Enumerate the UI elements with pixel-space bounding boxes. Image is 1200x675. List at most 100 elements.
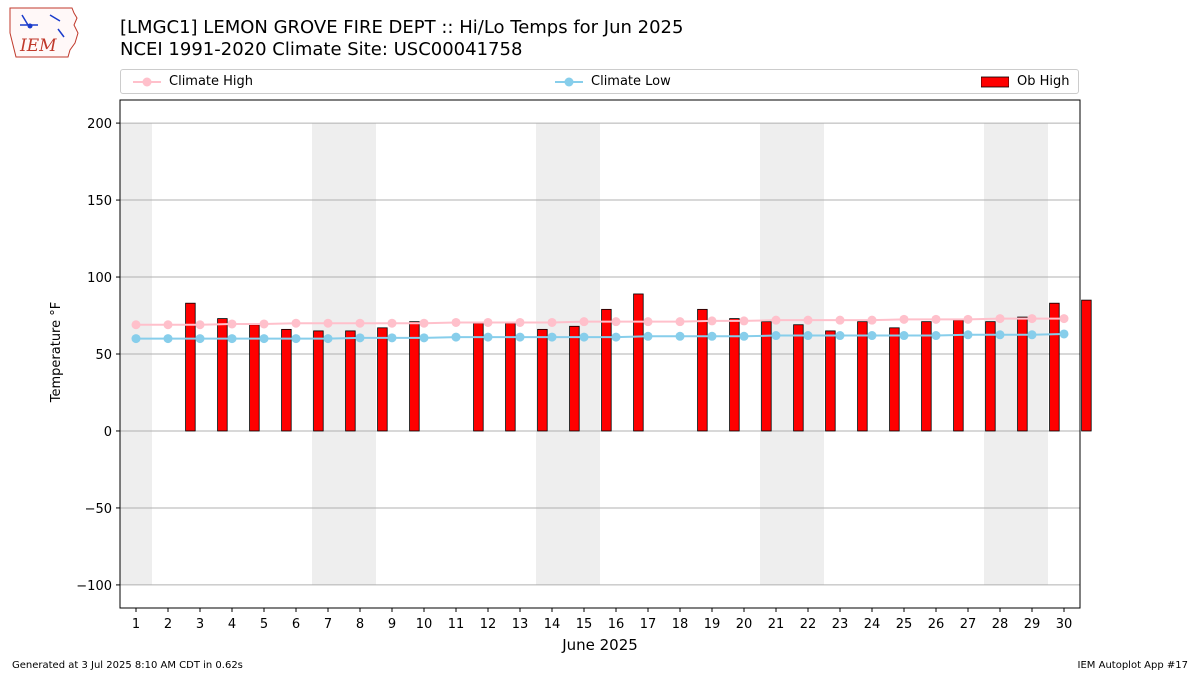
ob-high-bar — [761, 321, 772, 432]
climate-high-point — [515, 317, 525, 327]
climate-low-point — [1027, 330, 1037, 340]
climate-low-point — [515, 332, 525, 342]
legend-bar-swatch — [981, 76, 1009, 87]
ob-high-bar — [281, 328, 292, 432]
climate-low-point — [771, 331, 781, 341]
climate-low-point — [387, 333, 397, 343]
x-tick-label: 9 — [388, 617, 396, 632]
x-tick-label: 22 — [800, 617, 817, 632]
climate-high-point — [707, 316, 717, 326]
climate-low-point — [611, 332, 621, 342]
x-tick-label: 29 — [1024, 617, 1041, 632]
ob-high-bar — [729, 318, 740, 432]
climate-high-point — [227, 319, 237, 329]
legend-label-climate-low: Climate Low — [591, 74, 671, 89]
climate-low-point — [259, 334, 269, 344]
climate-high-point — [611, 317, 621, 327]
climate-high-point — [995, 314, 1005, 324]
legend-line-swatch-high — [133, 77, 161, 86]
climate-high-point — [291, 318, 301, 328]
x-tick-label: 28 — [992, 617, 1009, 632]
ob-high-bar — [857, 321, 868, 432]
x-tick-label: 7 — [324, 617, 332, 632]
ob-high-bar — [825, 330, 836, 432]
climate-high-point — [131, 320, 141, 330]
climate-low-point — [739, 331, 749, 341]
y-axis-label: Temperature °F — [49, 302, 64, 403]
ob-high-bar — [697, 308, 708, 432]
climate-high-point — [451, 317, 461, 327]
climate-low-point — [675, 331, 685, 341]
climate-low-point — [483, 332, 493, 342]
climate-low-point — [355, 333, 365, 343]
x-tick-label: 21 — [768, 617, 785, 632]
climate-high-point — [259, 319, 269, 329]
chart-title-block: [LMGC1] LEMON GROVE FIRE DEPT :: Hi/Lo T… — [120, 17, 683, 61]
x-tick-label: 6 — [292, 617, 300, 632]
climate-low-point — [835, 331, 845, 341]
climate-high-point — [387, 318, 397, 328]
climate-low-point — [643, 331, 653, 341]
climate-low-point — [131, 334, 141, 344]
climate-low-point — [419, 333, 429, 343]
climate-low-point — [995, 330, 1005, 340]
x-tick-label: 8 — [356, 617, 364, 632]
ob-high-bar — [185, 302, 196, 432]
x-tick-label: 16 — [608, 617, 625, 632]
climate-high-point — [899, 314, 909, 324]
ob-high-bar — [889, 327, 900, 432]
x-tick-label: 24 — [864, 617, 881, 632]
x-tick-label: 20 — [736, 617, 753, 632]
x-tick-label: 12 — [480, 617, 497, 632]
x-tick-label: 17 — [640, 617, 657, 632]
x-tick-label: 23 — [832, 617, 849, 632]
logo-text: IEM — [19, 36, 57, 56]
y-tick-label: 200 — [87, 117, 112, 132]
ob-high-bar — [473, 322, 484, 432]
x-tick-label: 18 — [672, 617, 689, 632]
x-tick-label: 1 — [132, 617, 140, 632]
footer-app: IEM Autoplot App #17 — [1077, 660, 1188, 671]
legend-climate-high: Climate High — [133, 74, 253, 89]
climate-low-point — [899, 331, 909, 341]
climate-high-point — [643, 317, 653, 327]
climate-low-point — [931, 331, 941, 341]
legend-climate-low: Climate Low — [555, 74, 671, 89]
ob-high-bar — [1049, 302, 1060, 432]
ob-high-bar — [793, 324, 804, 432]
x-axis-label: June 2025 — [561, 636, 638, 654]
climate-high-point — [419, 318, 429, 328]
x-tick-label: 4 — [228, 617, 236, 632]
y-tick-label: −50 — [85, 502, 112, 517]
ob-high-bar — [409, 321, 420, 432]
ob-high-bar — [377, 327, 388, 432]
ob-high-bar — [1081, 299, 1092, 432]
x-tick-label: 30 — [1056, 617, 1073, 632]
climate-high-point — [771, 315, 781, 325]
climate-low-point — [227, 334, 237, 344]
climate-low-point — [579, 332, 589, 342]
chart-subtitle: NCEI 1991-2020 Climate Site: USC00041758 — [120, 39, 523, 60]
ob-high-bar — [985, 321, 996, 432]
ob-high-bar — [569, 325, 580, 432]
ob-high-bar — [313, 330, 324, 432]
climate-low-line — [136, 332, 1065, 340]
climate-high-point — [579, 317, 589, 327]
x-tick-label: 25 — [896, 617, 913, 632]
ob-high-bar — [1017, 316, 1028, 432]
ob-high-bar — [921, 321, 932, 432]
x-tick-label: 19 — [704, 617, 721, 632]
ob-high-bar — [633, 293, 644, 432]
x-tick-label: 15 — [576, 617, 593, 632]
x-tick-label: 11 — [448, 617, 465, 632]
x-tick-label: 26 — [928, 617, 945, 632]
x-tick-label: 14 — [544, 617, 561, 632]
climate-high-point — [355, 318, 365, 328]
climate-high-point — [163, 320, 173, 330]
climate-high-point — [931, 314, 941, 324]
legend-label-ob-high: Ob High — [1017, 74, 1070, 89]
y-tick-label: −100 — [76, 579, 112, 594]
x-tick-label: 10 — [416, 617, 433, 632]
climate-high-line — [136, 317, 1064, 326]
x-tick-label: 5 — [260, 617, 268, 632]
